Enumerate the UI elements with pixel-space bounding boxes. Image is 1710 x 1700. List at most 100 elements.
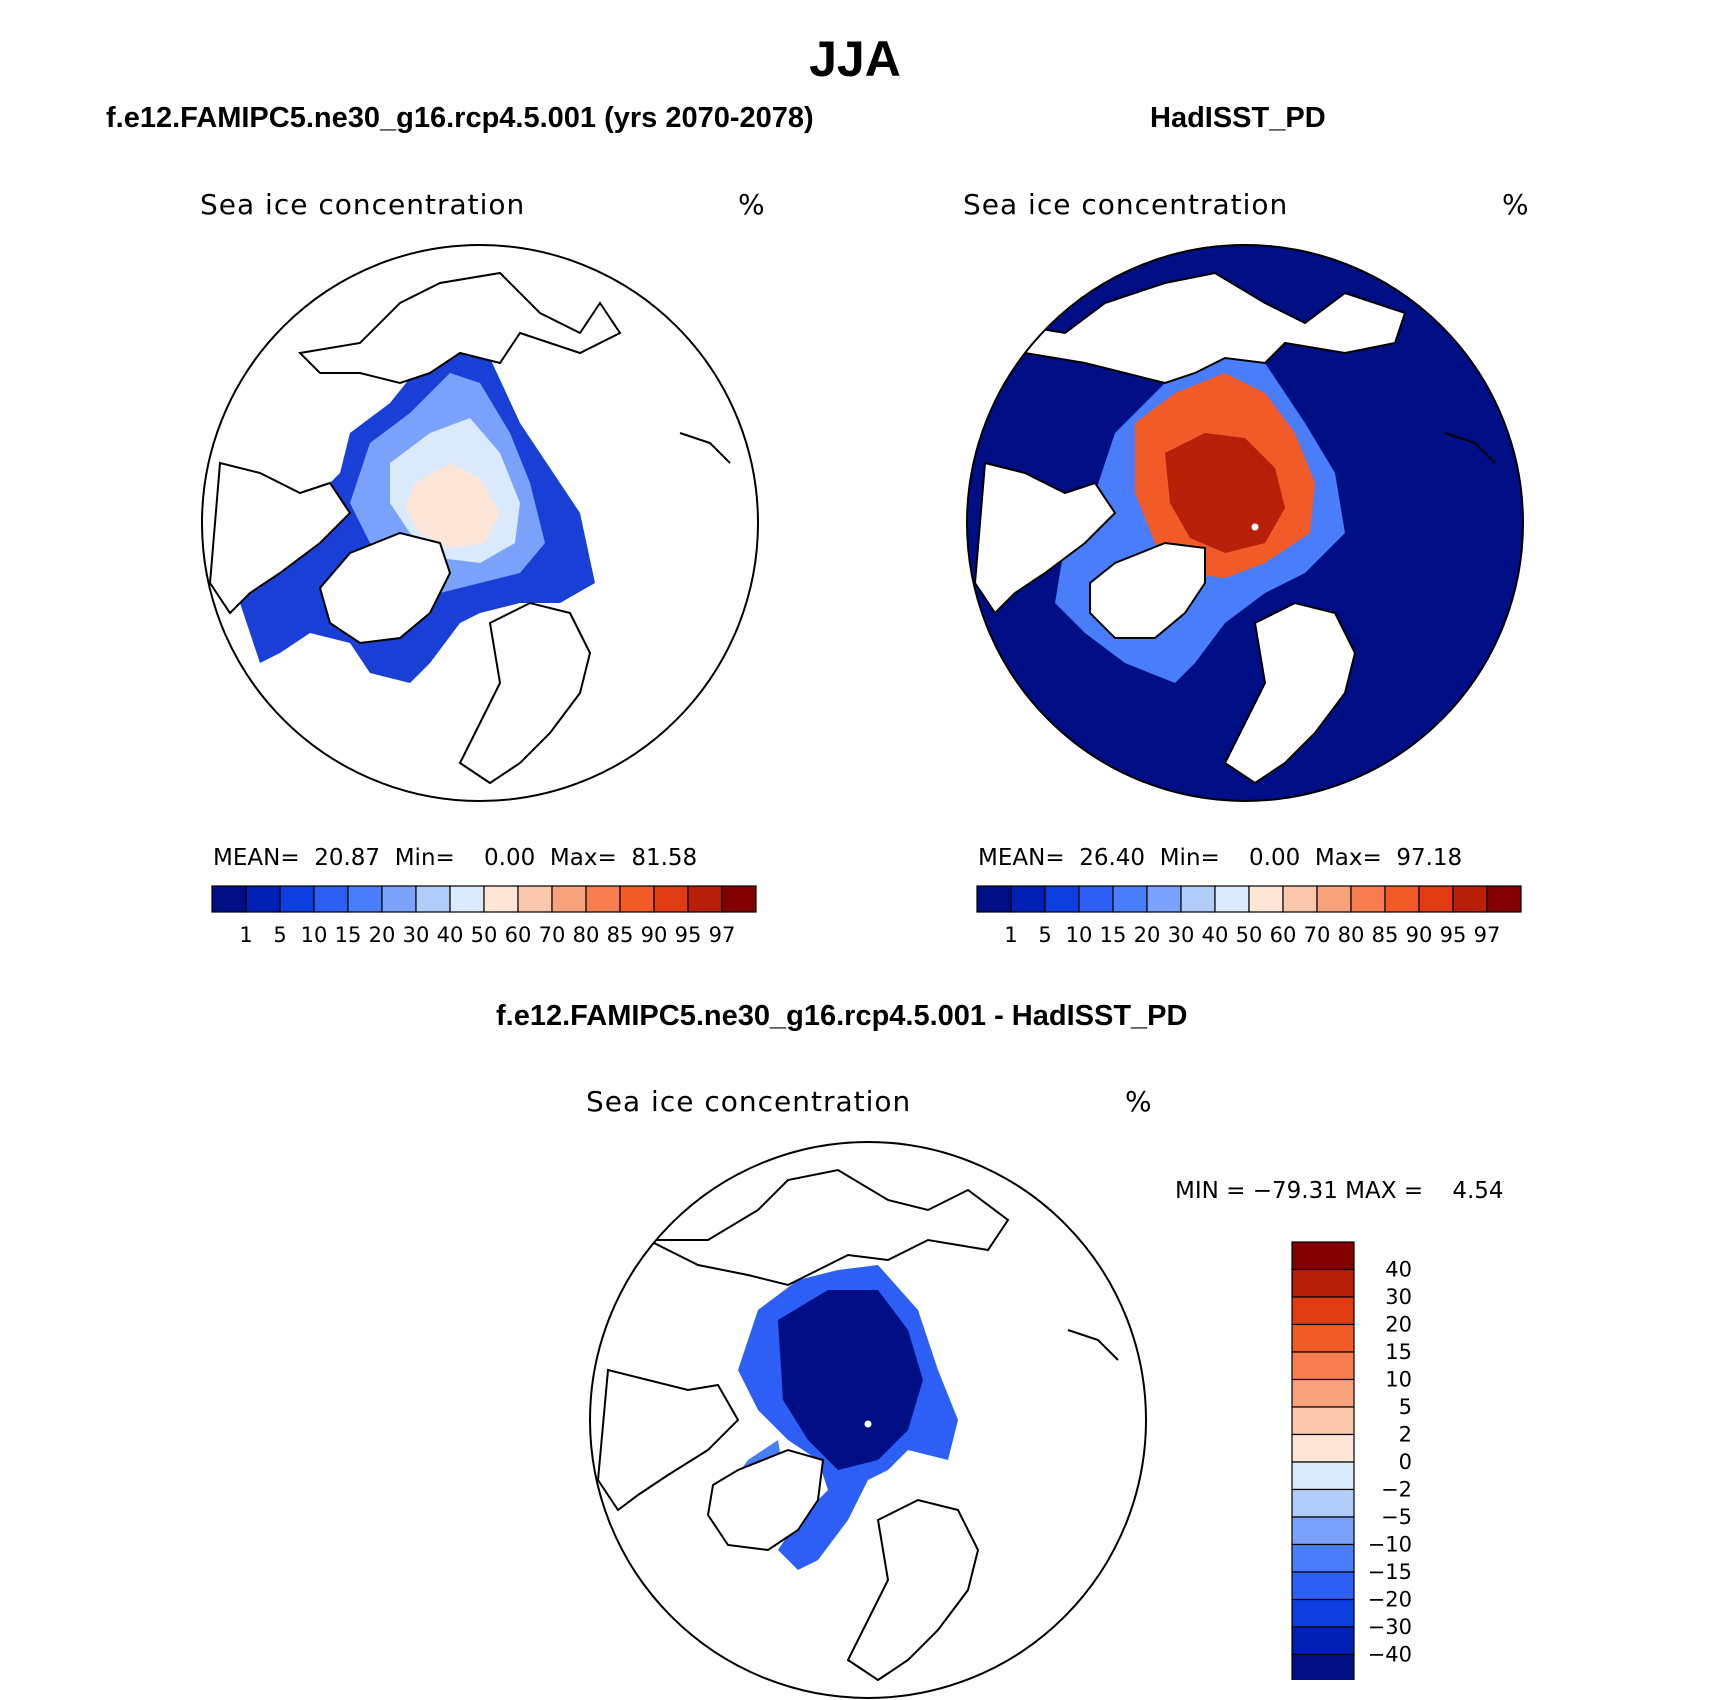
panel-3-siberia bbox=[647, 1168, 1010, 1287]
panel-2-colorbar-tick-label: 85 bbox=[1372, 923, 1399, 947]
panel-3-colorbar-tick-label: −10 bbox=[1368, 1533, 1412, 1557]
panel-2-colorbar-tick-label: 80 bbox=[1338, 923, 1365, 947]
panel-3-colorbar-tick-label: −15 bbox=[1368, 1560, 1412, 1584]
panel-3-eurasia bbox=[846, 1498, 980, 1682]
panel-1-colorbar-tick-label: 70 bbox=[539, 923, 566, 947]
panel-2-colorbar-tick-label: 30 bbox=[1168, 923, 1195, 947]
panel-3-variable: Sea ice concentration bbox=[586, 1085, 912, 1118]
panel-1-colorbar-swatch bbox=[687, 885, 723, 913]
panel-3-colorbar-swatch bbox=[1291, 1543, 1355, 1573]
panel-3-colorbar-tick-label: 20 bbox=[1385, 1313, 1412, 1337]
panel-2-stats: MEAN= 26.40 Min= 0.00 Max= 97.18 bbox=[978, 845, 1463, 871]
panel-1-alaska-bay bbox=[679, 432, 731, 464]
panel-3-colorbar-swatch bbox=[1291, 1653, 1355, 1680]
panel-1-units: % bbox=[738, 188, 765, 221]
panel-3-colorbar-tick-label: 0 bbox=[1399, 1450, 1412, 1474]
panel-1-colorbar-tick-label: 50 bbox=[471, 923, 498, 947]
panel-3-colorbar-tick-label: −2 bbox=[1381, 1478, 1412, 1502]
panel-3-colorbar-tick-label: −5 bbox=[1381, 1505, 1412, 1529]
panel-1-colorbar-tick-label: 20 bbox=[369, 923, 396, 947]
panel-2-map bbox=[966, 244, 1524, 802]
panel-3-colorbar-swatch bbox=[1291, 1433, 1355, 1463]
panel-3-colorbar-swatch bbox=[1291, 1598, 1355, 1628]
panel-2-colorbar-tick-label: 60 bbox=[1270, 923, 1297, 947]
panel-2-title: HadISST_PD bbox=[1150, 102, 1326, 134]
panel-2-colorbar-tick-label: 5 bbox=[1038, 923, 1051, 947]
panel-3-map bbox=[589, 1141, 1147, 1699]
panel-1-colorbar-tick-label: 5 bbox=[273, 923, 286, 947]
panel-3-colorbar-tick-label: −40 bbox=[1368, 1643, 1412, 1667]
panel-2-colorbar: 1 5 10 15 20 30 40 50 60 70 80 85 90 95 97 bbox=[976, 885, 1522, 947]
panel-2-colorbar-tick-label: 70 bbox=[1304, 923, 1331, 947]
panel-3-colorbar-swatch bbox=[1291, 1516, 1355, 1546]
panel-1-colorbar-swatch bbox=[279, 885, 315, 913]
panel-2-colorbar-swatch bbox=[976, 885, 1012, 913]
panel-1-colorbar-swatch bbox=[381, 885, 417, 913]
panel-3-colorbar-swatch bbox=[1291, 1626, 1355, 1656]
panel-2-colorbar-swatch bbox=[1452, 885, 1488, 913]
panel-2-colorbar-swatch bbox=[1316, 885, 1352, 913]
panel-1-colorbar-tick-label: 30 bbox=[403, 923, 430, 947]
panel-3-units: % bbox=[1125, 1085, 1152, 1118]
panel-1-colorbar-swatch bbox=[449, 885, 485, 913]
panel-1-colorbar-tick-label: 80 bbox=[573, 923, 600, 947]
panel-1-colorbar-swatch bbox=[653, 885, 689, 913]
panel-2-colorbar-tick-label: 20 bbox=[1134, 923, 1161, 947]
panel-1-colorbar-swatch bbox=[211, 885, 247, 913]
panel-2-variable: Sea ice concentration bbox=[963, 188, 1289, 221]
panel-3-title: f.e12.FAMIPC5.ne30_g16.rcp4.5.001 - HadI… bbox=[496, 1000, 1188, 1032]
panel-2-colorbar-swatch bbox=[1486, 885, 1522, 913]
panel-3-diff-core bbox=[778, 1290, 923, 1470]
panel-1-colorbar-swatch bbox=[313, 885, 349, 913]
panel-2-colorbar-tick-label: 15 bbox=[1100, 923, 1127, 947]
panel-3-colorbar-tick-label: 40 bbox=[1385, 1258, 1412, 1282]
panel-1-stats: MEAN= 20.87 Min= 0.00 Max= 81.58 bbox=[213, 845, 698, 871]
panel-1-colorbar: 1 5 10 15 20 30 40 50 60 70 80 85 90 95 97 bbox=[211, 885, 757, 947]
panel-1-colorbar-tick-label: 40 bbox=[437, 923, 464, 947]
panel-3-colorbar-tick-label: 2 bbox=[1399, 1423, 1412, 1447]
panel-3-pole-marker bbox=[864, 1420, 872, 1428]
panel-3-colorbar-tick-label: −20 bbox=[1368, 1588, 1412, 1612]
panel-3-colorbar-swatch bbox=[1291, 1241, 1355, 1271]
panel-2-eurasia bbox=[1223, 601, 1357, 785]
panel-3-colorbar-swatch bbox=[1291, 1461, 1355, 1491]
panel-1-colorbar-tick-label: 15 bbox=[335, 923, 362, 947]
panel-2-colorbar-tick-label: 10 bbox=[1066, 923, 1093, 947]
panel-2-siberia bbox=[1002, 271, 1407, 385]
panel-2-colorbar-tick-label: 90 bbox=[1406, 923, 1433, 947]
panel-2-colorbar-swatch bbox=[1180, 885, 1216, 913]
panel-3-colorbar-swatch bbox=[1291, 1268, 1355, 1298]
panel-2-colorbar-swatch bbox=[1282, 885, 1318, 913]
panel-2-pole-marker bbox=[1251, 523, 1259, 531]
panel-2-colorbar-swatch bbox=[1350, 885, 1386, 913]
panel-3-colorbar-tick-label: 5 bbox=[1399, 1395, 1412, 1419]
panel-3-stats: MIN = −79.31 MAX = 4.54 bbox=[1175, 1178, 1504, 1204]
panel-2-colorbar-tick-label: 97 bbox=[1474, 923, 1501, 947]
panel-3-colorbar-swatch bbox=[1291, 1488, 1355, 1518]
panel-2-colorbar-tick-label: 40 bbox=[1202, 923, 1229, 947]
panel-1-colorbar-swatch bbox=[517, 885, 553, 913]
panel-3-colorbar-swatch bbox=[1291, 1378, 1355, 1408]
panel-2-ice-core bbox=[1165, 433, 1285, 553]
panel-1-colorbar-swatch bbox=[721, 885, 757, 913]
panel-2-colorbar-tick-label: 95 bbox=[1440, 923, 1467, 947]
panel-1-colorbar-swatch bbox=[585, 885, 621, 913]
panel-2-alaska-bay bbox=[1444, 432, 1496, 464]
panel-2-colorbar-swatch bbox=[1214, 885, 1250, 913]
panel-1-colorbar-tick-label: 60 bbox=[505, 923, 532, 947]
panel-2-colorbar-swatch bbox=[1418, 885, 1454, 913]
panel-3-colorbar-tick-label: 10 bbox=[1385, 1368, 1412, 1392]
panel-1-colorbar-tick-label: 1 bbox=[239, 923, 252, 947]
panel-1-colorbar-swatch bbox=[551, 885, 587, 913]
panel-2-greenland bbox=[1089, 541, 1206, 639]
panel-3-colorbar-swatch bbox=[1291, 1323, 1355, 1353]
panel-3-colorbar-tick-label: 15 bbox=[1385, 1340, 1412, 1364]
panel-1-title: f.e12.FAMIPC5.ne30_g16.rcp4.5.001 (yrs 2… bbox=[106, 102, 814, 134]
panel-3-colorbar-tick-label: −30 bbox=[1368, 1615, 1412, 1639]
panel-1-colorbar-tick-label: 10 bbox=[301, 923, 328, 947]
main-title: JJA bbox=[809, 31, 901, 87]
panel-1-colorbar-tick-label: 90 bbox=[641, 923, 668, 947]
panel-1-siberia bbox=[297, 271, 622, 385]
panel-3-canada bbox=[596, 1368, 740, 1512]
